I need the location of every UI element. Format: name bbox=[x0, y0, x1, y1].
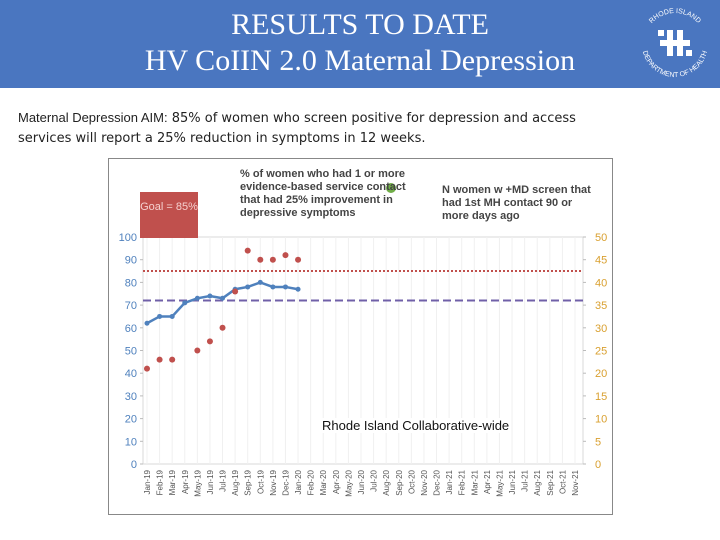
y2-tick-label: 15 bbox=[595, 391, 607, 403]
aim-label: Maternal Depression AIM: bbox=[18, 110, 168, 125]
data-point bbox=[156, 356, 163, 363]
x-tick-label: Oct-19 bbox=[256, 469, 265, 494]
data-point bbox=[144, 365, 150, 372]
x-tick-label: Jul-20 bbox=[370, 469, 379, 491]
x-tick-label: Mar-19 bbox=[168, 469, 177, 495]
logo-mark bbox=[658, 30, 692, 56]
x-tick-label: Jan-21 bbox=[445, 469, 454, 494]
data-point bbox=[295, 286, 301, 292]
data-point bbox=[182, 300, 188, 306]
data-point bbox=[244, 247, 251, 254]
x-tick-label: Aug-21 bbox=[533, 469, 542, 495]
data-point bbox=[206, 338, 213, 345]
y2-tick-label: 35 bbox=[595, 300, 607, 312]
x-tick-label: Jun-21 bbox=[508, 469, 517, 494]
x-tick-label: May-21 bbox=[495, 469, 504, 496]
x-tick-label: Mar-21 bbox=[470, 469, 479, 495]
annotation: Rhode Island Collaborative-wide bbox=[322, 418, 510, 433]
legend-entry: % of women who had 1 or more evidence-ba… bbox=[240, 168, 406, 219]
y-tick-label: 40 bbox=[125, 368, 137, 380]
data-point bbox=[282, 284, 288, 290]
y-tick-label: 10 bbox=[125, 436, 137, 448]
x-tick-label: Nov-20 bbox=[420, 469, 429, 495]
x-tick-label: Nov-19 bbox=[269, 469, 278, 495]
y2-tick-label: 5 bbox=[595, 436, 601, 448]
legend-entry: N women w +MD screen that had 1st MH con… bbox=[442, 184, 591, 222]
y-tick-label: 30 bbox=[125, 391, 137, 403]
data-point bbox=[220, 295, 226, 301]
data-point bbox=[194, 295, 200, 301]
x-tick-label: Sep-20 bbox=[395, 469, 404, 495]
x-tick-label: May-20 bbox=[344, 469, 353, 496]
data-point bbox=[144, 320, 150, 326]
x-tick-label: May-19 bbox=[193, 469, 202, 496]
data-point bbox=[207, 293, 213, 299]
x-tick-label: Nov-21 bbox=[571, 469, 580, 495]
y2-tick-label: 25 bbox=[595, 346, 607, 358]
data-point bbox=[269, 256, 276, 263]
data-point bbox=[194, 347, 201, 354]
x-tick-label: Apr-20 bbox=[332, 469, 341, 494]
x-tick-label: Apr-19 bbox=[181, 469, 190, 494]
title: RESULTS TO DATE bbox=[231, 8, 489, 41]
y-tick-label: 90 bbox=[125, 255, 137, 267]
x-tick-label: Feb-20 bbox=[307, 469, 316, 495]
x-tick-label: Jan-20 bbox=[294, 469, 303, 494]
aim-text: Maternal Depression AIM: 85% of women wh… bbox=[18, 108, 618, 149]
y-tick-label: 50 bbox=[125, 346, 137, 358]
data-point bbox=[257, 279, 263, 285]
x-tick-label: Oct-21 bbox=[558, 469, 567, 494]
y2-tick-label: 40 bbox=[595, 277, 607, 289]
x-tick-label: Jul-21 bbox=[521, 469, 530, 491]
x-tick-label: Feb-19 bbox=[156, 469, 165, 495]
legend-marker bbox=[386, 183, 396, 193]
data-point bbox=[295, 256, 302, 263]
data-point bbox=[169, 313, 175, 319]
x-tick-label: Sep-21 bbox=[546, 469, 555, 495]
y2-tick-label: 20 bbox=[595, 368, 607, 380]
x-tick-label: Mar-20 bbox=[319, 469, 328, 495]
data-point bbox=[245, 284, 251, 290]
logo: RHODE ISLAND DEPARTMENT OF HEALTH bbox=[641, 8, 709, 79]
y-tick-label: 70 bbox=[125, 300, 137, 312]
x-tick-label: Jan-19 bbox=[143, 469, 152, 494]
aim-body: 85% of women who screen positive for dep… bbox=[18, 111, 576, 146]
y-tick-label: 100 bbox=[119, 232, 137, 244]
data-point bbox=[157, 313, 163, 319]
x-tick-label: Sep-19 bbox=[244, 469, 253, 495]
x-tick-label: Jun-20 bbox=[357, 469, 366, 494]
data-point bbox=[169, 356, 176, 363]
data-point bbox=[270, 284, 276, 290]
y-tick-label: 60 bbox=[125, 323, 137, 335]
x-tick-label: Dec-19 bbox=[281, 469, 290, 495]
x-tick-label: Aug-19 bbox=[231, 469, 240, 495]
y2-tick-label: 45 bbox=[595, 255, 607, 267]
x-tick-label: Feb-21 bbox=[458, 469, 467, 495]
header: RESULTS TO DATE HV CoIIN 2.0 Maternal De… bbox=[0, 0, 720, 88]
data-point bbox=[219, 324, 226, 331]
data-point bbox=[257, 256, 264, 263]
goal-label: Goal = 85% bbox=[140, 192, 198, 238]
x-tick-label: Aug-20 bbox=[382, 469, 391, 495]
chart-frame bbox=[108, 158, 613, 515]
x-tick-label: Jun-19 bbox=[206, 469, 215, 494]
y-tick-label: 20 bbox=[125, 414, 137, 426]
x-tick-label: Oct-20 bbox=[407, 469, 416, 494]
y2-tick-label: 10 bbox=[595, 414, 607, 426]
data-point bbox=[282, 252, 289, 259]
y2-tick-label: 30 bbox=[595, 323, 607, 335]
y2-tick-label: 0 bbox=[595, 459, 601, 471]
y2-tick-label: 50 bbox=[595, 232, 607, 244]
x-tick-label: Apr-21 bbox=[483, 469, 492, 494]
x-tick-label: Dec-20 bbox=[433, 469, 442, 495]
y-tick-label: 0 bbox=[131, 459, 137, 471]
title: HV CoIIN 2.0 Maternal Depression bbox=[144, 44, 576, 77]
y-tick-label: 80 bbox=[125, 277, 137, 289]
x-tick-label: Jul-19 bbox=[219, 469, 228, 491]
data-point bbox=[232, 288, 239, 295]
